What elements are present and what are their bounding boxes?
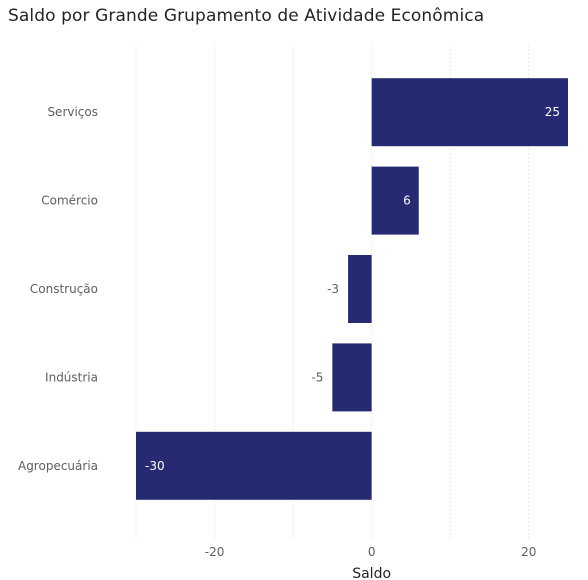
category-label: Serviços <box>47 105 98 119</box>
data-label: -5 <box>311 370 323 384</box>
chart-title: Saldo por Grande Grupamento de Atividade… <box>8 6 485 26</box>
bars <box>136 78 568 500</box>
x-tick-labels: -20 0 20 <box>205 545 537 559</box>
x-tick-label: 0 <box>368 545 376 559</box>
x-tick-label: -20 <box>205 545 225 559</box>
category-label: Agropecuária <box>18 459 98 473</box>
bar <box>348 255 372 323</box>
bar <box>332 343 372 412</box>
data-label: 6 <box>403 194 411 208</box>
category-label: Construção <box>30 282 98 296</box>
x-axis-title: Saldo <box>352 566 391 580</box>
data-labels: 25 6 -3 -5 -30 <box>145 105 560 473</box>
data-label: 25 <box>545 105 560 119</box>
bar <box>136 431 372 500</box>
data-label: -30 <box>145 459 165 473</box>
data-label: -3 <box>327 282 339 296</box>
category-label: Indústria <box>45 370 98 384</box>
category-label: Comércio <box>41 194 98 208</box>
bar <box>371 78 568 147</box>
category-labels: Serviços Comércio Construção Indústria Agrop… <box>18 105 98 473</box>
bar <box>371 166 419 235</box>
x-tick-label: 20 <box>521 545 536 559</box>
